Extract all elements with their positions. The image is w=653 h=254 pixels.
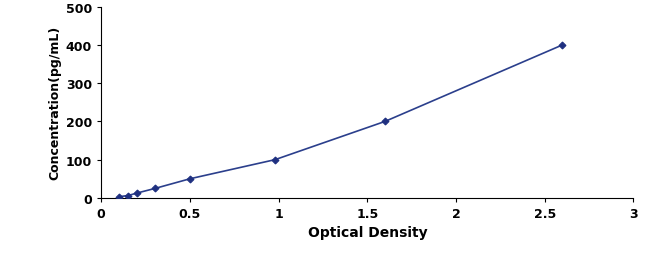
X-axis label: Optical Density: Optical Density bbox=[308, 226, 427, 240]
Y-axis label: Concentration(pg/mL): Concentration(pg/mL) bbox=[49, 26, 62, 180]
